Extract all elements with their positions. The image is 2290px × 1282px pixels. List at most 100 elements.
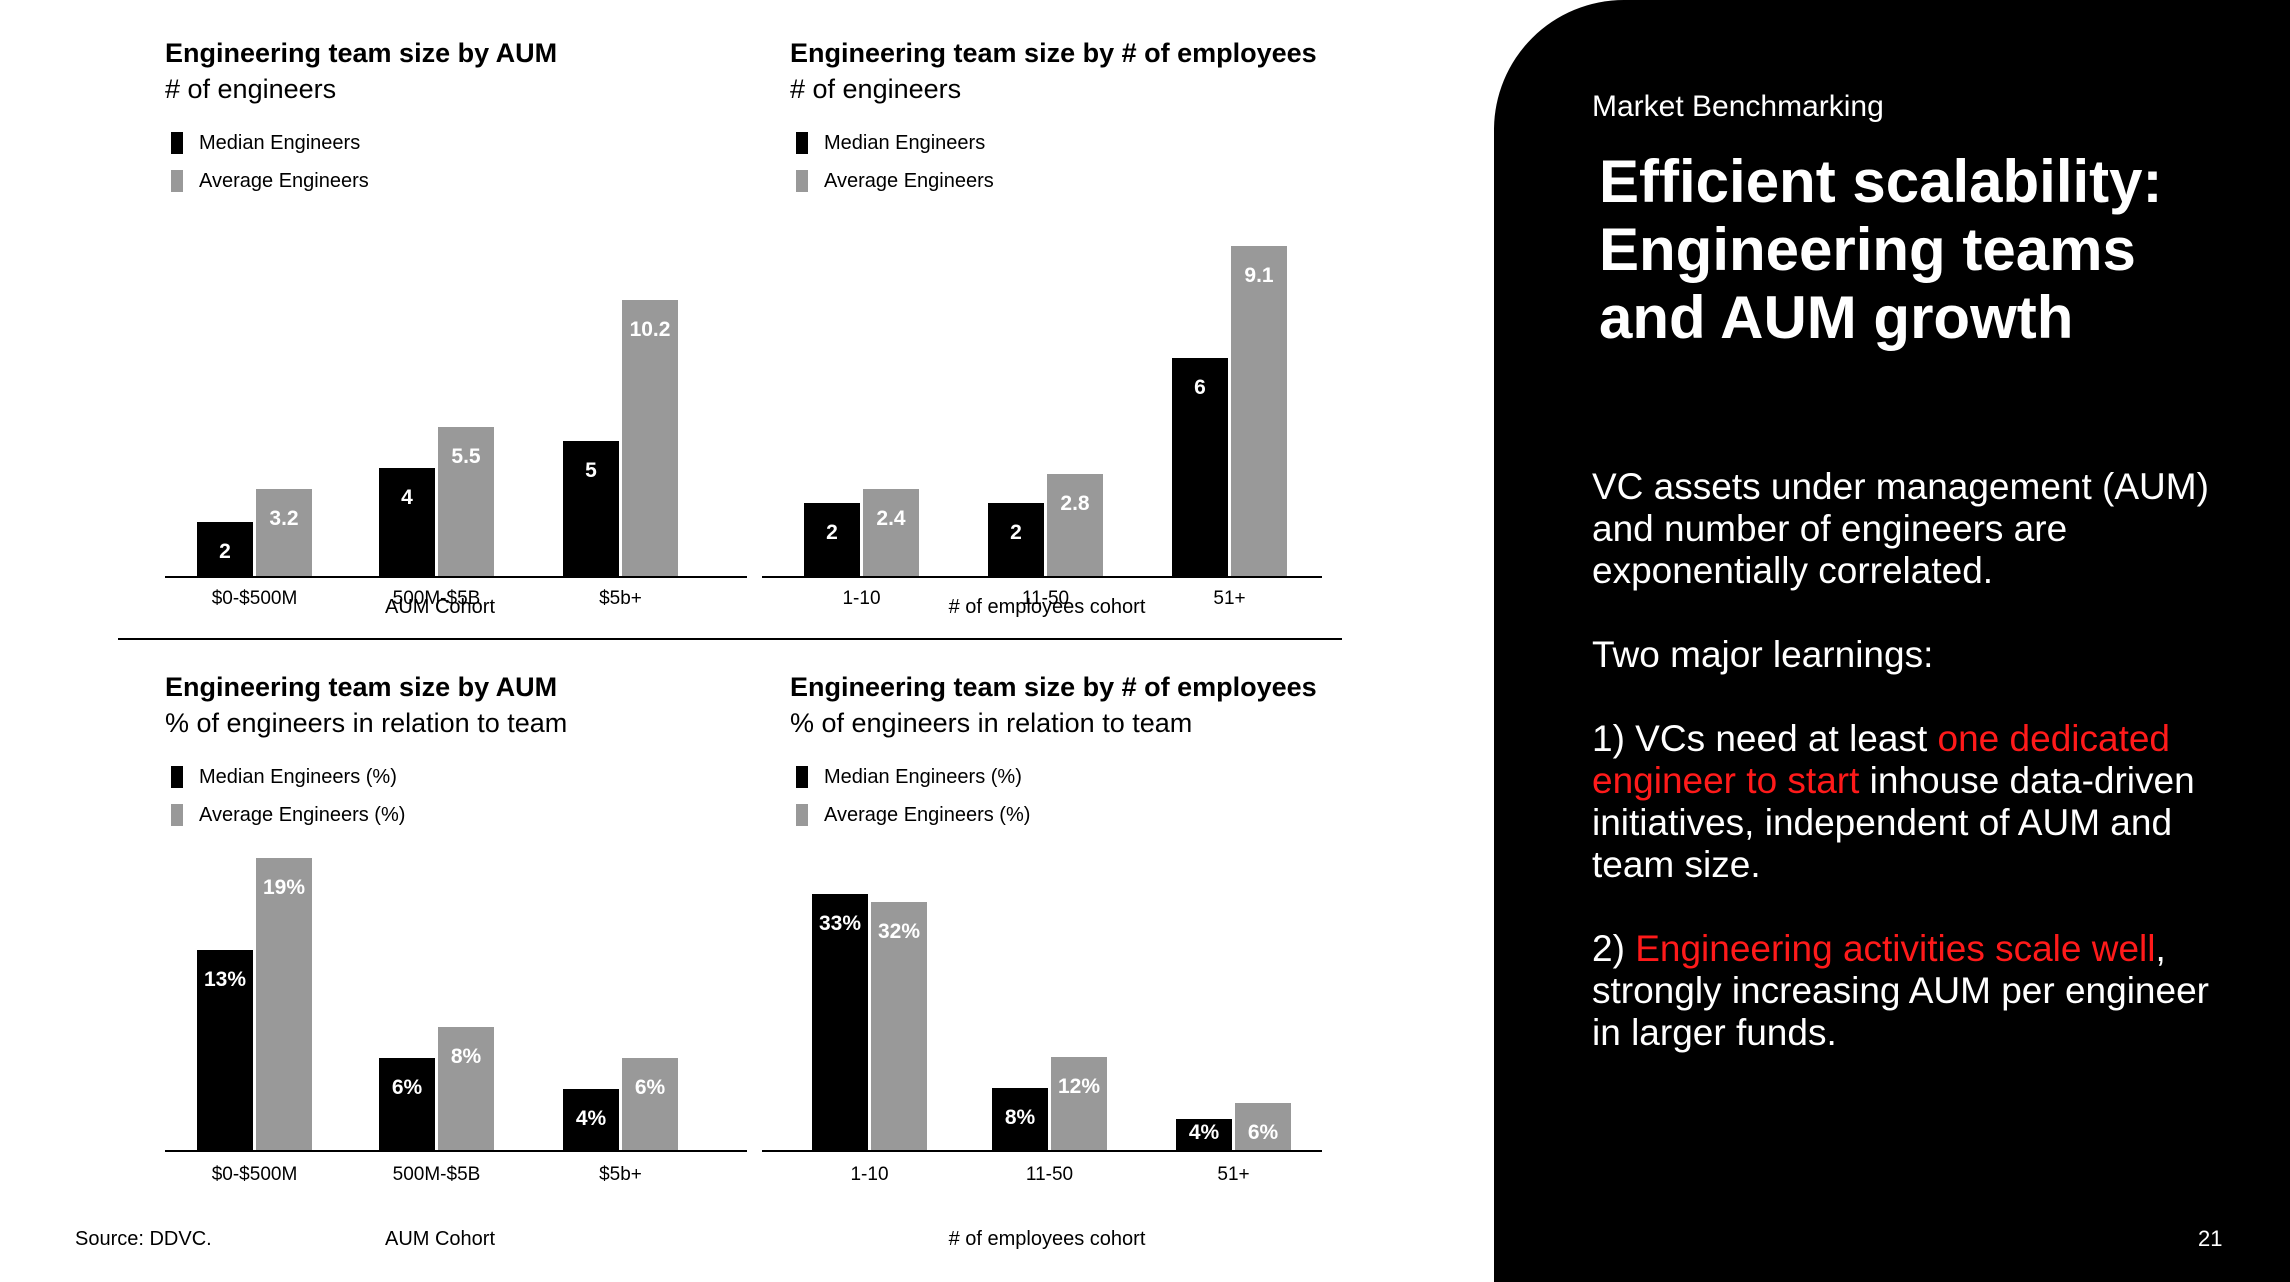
x-axis-label: # of employees cohort: [948, 596, 1146, 618]
bar-average-3: [622, 1057, 678, 1150]
bar-median-2: [379, 1057, 435, 1150]
bar-average-2: [1051, 1056, 1107, 1150]
learning-2-prefix: 2): [1592, 928, 1636, 969]
chart-aum-engineers-percent: Engineering team size by AUM % of engine…: [165, 672, 755, 1272]
legend-item-average: Average Engineers (%): [796, 796, 1030, 834]
value-label-median-1: 2: [826, 521, 838, 545]
x-tick-label-2: 500M-$5B: [392, 1164, 481, 1185]
page-title: Efficient scalability: Engineering teams…: [1599, 148, 2163, 351]
learning-2-highlight: Engineering activities scale well: [1635, 928, 2156, 969]
chart-employees-engineers: Engineering team size by # of employees …: [762, 38, 1350, 638]
value-label-median-2: 6%: [391, 1075, 423, 1099]
x-tick-label-3: 51+: [1213, 588, 1246, 609]
bar-average-2: [1047, 474, 1103, 576]
bar-median-2: [988, 503, 1044, 576]
bar-median-3: [1176, 1118, 1232, 1150]
bar-average-3: [1235, 1103, 1291, 1150]
value-label-average-3: 6%: [634, 1075, 666, 1099]
value-label-median-2: 2: [1010, 521, 1022, 545]
value-label-median-3: 5: [585, 458, 597, 482]
value-label-average-2: 12%: [1057, 1074, 1101, 1098]
section-kicker: Market Benchmarking: [1592, 90, 1884, 123]
legend-swatch-average: [171, 804, 183, 826]
value-label-average-1: 19%: [262, 876, 306, 899]
legend-item-average: Average Engineers (%): [171, 796, 405, 834]
legend-label-median: Median Engineers (%): [199, 765, 397, 788]
x-tick-label-2: 11-50: [1021, 588, 1070, 609]
value-label-median-1: 33%: [818, 912, 862, 935]
chart-subtitle: # of engineers: [790, 74, 962, 104]
paragraph-correlation: VC assets under management (AUM) and num…: [1592, 466, 2209, 591]
x-tick-label-1: $0-$500M: [211, 588, 298, 609]
value-label-median-3: 4%: [1188, 1120, 1220, 1144]
bar-average-1: [256, 858, 312, 1150]
chart-title: Engineering team size by AUM: [165, 38, 558, 68]
legend-label-median: Median Engineers: [199, 131, 361, 154]
legend-swatch-average: [796, 804, 808, 826]
value-label-median-1: 2: [219, 539, 231, 563]
x-tick-label-1: 1-10: [842, 588, 881, 609]
value-label-median-3: 6: [1194, 376, 1206, 400]
paragraph-learning-1: 1) VCs need at least one dedicated engin…: [1592, 718, 2232, 886]
chart-legend: Median Engineers (%) Average Engineers (…: [171, 758, 405, 834]
bar-average-1: [863, 488, 919, 576]
value-label-average-1: 3.2: [269, 507, 299, 531]
bar-average-1: [256, 489, 312, 576]
legend-item-average: Average Engineers: [796, 162, 994, 200]
chart-legend: Median Engineers (%) Average Engineers (…: [796, 758, 1030, 834]
x-axis-label: AUM Cohort: [384, 1228, 496, 1250]
learning-1-suffix: inhouse data-driven initiatives, indepen…: [1592, 760, 2195, 885]
bar-average-3: [1231, 246, 1287, 576]
bar-average-2: [438, 427, 494, 576]
legend-item-median: Median Engineers: [171, 124, 369, 162]
legend-label-average: Average Engineers (%): [824, 803, 1031, 826]
panel-body: VC assets under management (AUM) and num…: [1592, 466, 2232, 1096]
chart-subtitle: # of engineers: [165, 74, 337, 104]
value-label-average-3: 10.2: [629, 317, 671, 341]
value-label-average-3: 9.1: [1244, 264, 1274, 287]
x-tick-label-2: 500M-$5B: [392, 588, 481, 609]
chart-subtitle: % of engineers in relation to team: [790, 708, 1193, 738]
x-axis-baseline: [762, 1150, 1322, 1152]
x-tick-label-3: 51+: [1217, 1164, 1250, 1185]
bar-median-1: [197, 521, 253, 576]
bar-average-1: [871, 901, 927, 1150]
learning-2-suffix: , strongly increasing AUM per engineer i…: [1592, 928, 2209, 1053]
chart-aum-engineers: Engineering team size by AUM # of engine…: [165, 38, 755, 638]
value-label-average-2: 2.8: [1060, 492, 1090, 516]
bar-median-1: [804, 503, 860, 576]
value-label-median-1: 13%: [203, 968, 247, 992]
learning-1-prefix: 1) VCs need at least: [1592, 718, 1938, 759]
chart-title: Engineering team size by # of employees: [790, 672, 1317, 702]
legend-item-median: Median Engineers (%): [171, 758, 405, 796]
learning-1-highlight: one dedicated engineer to start: [1592, 718, 2171, 801]
chart-legend: Median Engineers Average Engineers: [171, 124, 369, 200]
chart-title: Engineering team size by AUM: [165, 672, 558, 702]
chart-employees-engineers-percent: Engineering team size by # of employees …: [762, 672, 1350, 1272]
x-tick-label-1: $0-$500M: [211, 1164, 298, 1185]
legend-label-average: Average Engineers: [199, 169, 369, 192]
value-label-median-3: 4%: [575, 1106, 607, 1130]
bar-median-2: [992, 1087, 1048, 1150]
legend-item-median: Median Engineers: [796, 124, 994, 162]
legend-label-median: Median Engineers (%): [824, 765, 1022, 788]
x-tick-label-3: $5b+: [599, 588, 642, 609]
value-label-median-2: 4: [401, 485, 413, 509]
legend-swatch-average: [796, 170, 808, 192]
bar-median-3: [563, 1088, 619, 1150]
summary-panel: Market Benchmarking Efficient scalabilit…: [1494, 0, 2290, 1282]
bar-average-2: [438, 1027, 494, 1150]
bar-median-1: [812, 894, 868, 1150]
legend-swatch-median: [171, 766, 183, 788]
chart-legend: Median Engineers Average Engineers: [796, 124, 994, 200]
legend-item-average: Average Engineers: [171, 162, 369, 200]
value-label-average-2: 8%: [450, 1045, 482, 1069]
value-label-average-3: 6%: [1247, 1121, 1279, 1145]
x-axis-label: AUM Cohort: [384, 596, 496, 618]
x-tick-label-2: 11-50: [1025, 1164, 1074, 1185]
legend-swatch-median: [171, 132, 183, 154]
x-tick-label-3: $5b+: [599, 1164, 642, 1185]
section-divider: [118, 638, 1342, 640]
x-axis-baseline: [165, 1150, 747, 1152]
page-number: 21: [2198, 1226, 2223, 1251]
